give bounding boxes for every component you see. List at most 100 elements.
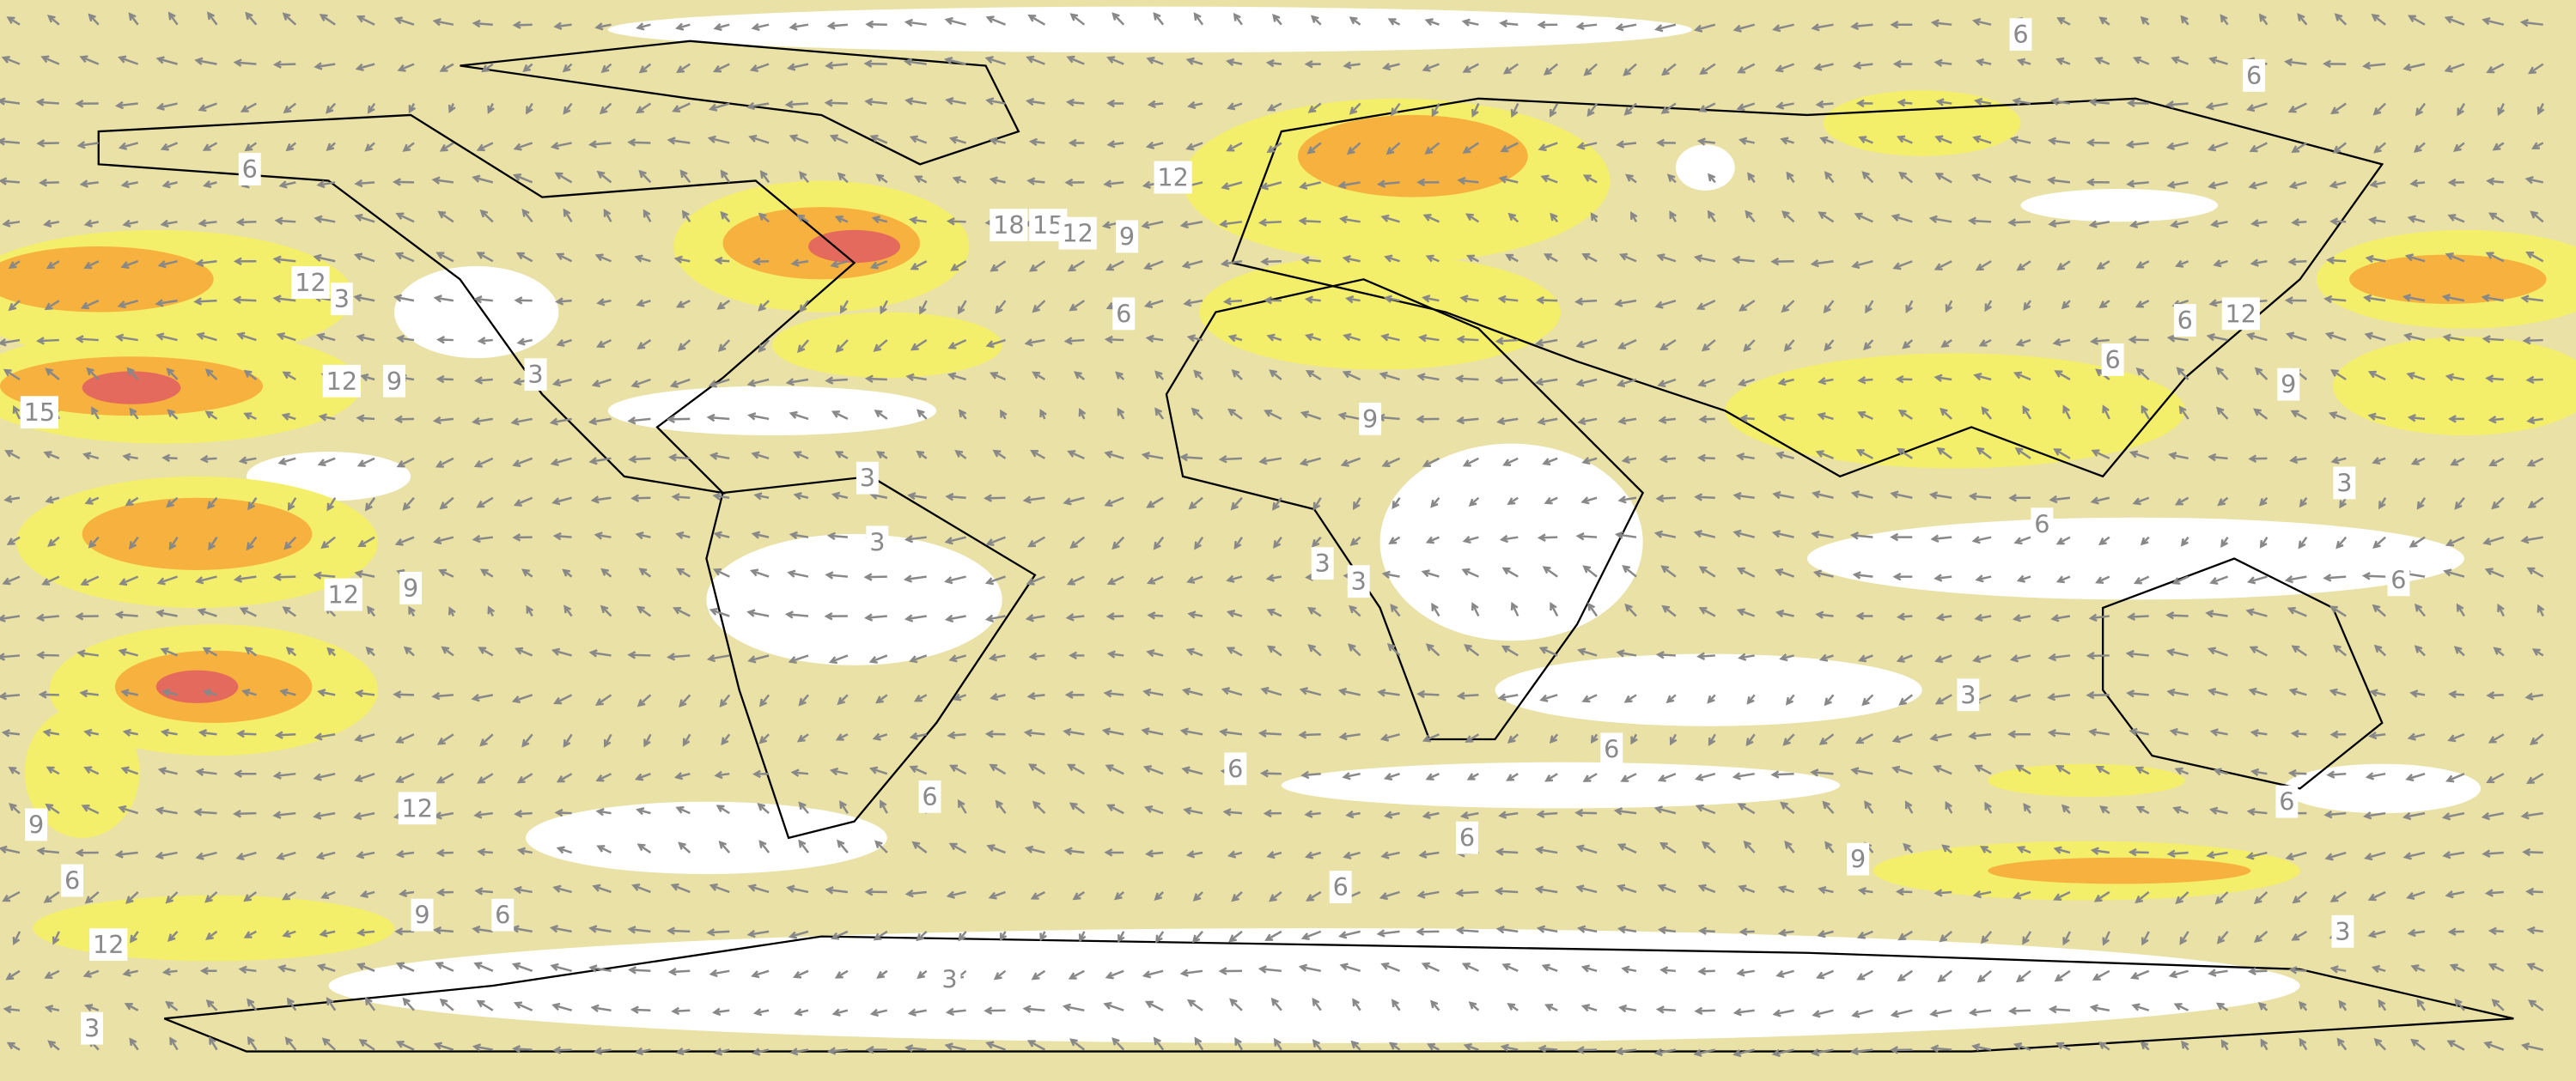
wind-arrow <box>1187 610 1203 619</box>
wind-arrow <box>990 260 1007 272</box>
wind-arrow <box>2168 969 2189 979</box>
wind-arrow <box>1698 102 1716 112</box>
wind-arrow <box>1576 925 1598 933</box>
wind-arrow <box>2367 216 2386 225</box>
wind-arrow <box>871 216 888 224</box>
label-background <box>383 364 405 398</box>
wind-arrow <box>435 962 454 972</box>
wind-arrow <box>2061 300 2071 310</box>
wind-arrow <box>746 929 770 938</box>
wind-arrow <box>1575 338 1598 349</box>
wind-arrow <box>2364 851 2386 861</box>
wind-arrow <box>588 925 612 933</box>
wind-arrow <box>958 931 967 942</box>
wind-arrow <box>746 101 770 111</box>
wind-arrow <box>118 647 138 657</box>
wind-arrow <box>945 492 966 501</box>
wind-arrow <box>354 179 375 188</box>
wind-arrow <box>129 536 139 550</box>
wind-arrow <box>759 170 770 184</box>
wind-arrow <box>208 536 218 551</box>
wind-arrow <box>1299 181 1322 191</box>
wind-arrow <box>1577 416 1598 426</box>
wind-arrow <box>395 212 415 223</box>
wind-arrow <box>2171 56 2189 65</box>
wind-arrow <box>638 169 652 184</box>
wind-arrow <box>1858 136 1873 144</box>
wind-arrow <box>86 367 100 380</box>
wind-arrow <box>1590 212 1599 222</box>
wind-arrow <box>1272 13 1282 26</box>
wind-arrow <box>1777 885 1794 894</box>
wind-arrow <box>829 134 849 144</box>
wind-arrow <box>2409 179 2426 188</box>
wind-arrow <box>44 300 60 311</box>
wind-arrow <box>2140 1041 2150 1051</box>
label-background <box>2173 304 2196 337</box>
wind-arrow <box>790 258 809 267</box>
wind-arrow <box>1030 890 1045 900</box>
wind-arrow <box>1745 733 1756 747</box>
wind-arrow <box>2173 1003 2189 1011</box>
contour-label: 3 <box>2336 468 2352 497</box>
wind-arrow <box>2291 645 2308 657</box>
wind-arrow <box>669 378 691 388</box>
wind-arrow <box>1185 57 1203 65</box>
wind-arrow <box>667 453 691 462</box>
wind-arrow <box>708 378 730 388</box>
wind-arrow <box>953 693 967 701</box>
wind-arrow <box>2054 370 2071 381</box>
wind-arrow <box>356 928 375 937</box>
wind-arrow <box>834 969 849 979</box>
wind-arrow <box>2416 998 2427 1011</box>
wind-arrow <box>876 969 888 979</box>
wind-arrow <box>1266 142 1282 154</box>
label-background <box>524 358 547 392</box>
wind-arrow <box>2522 336 2543 345</box>
wind-arrow <box>1972 135 1992 144</box>
wind-arrow <box>232 809 257 818</box>
wind-arrow <box>1264 296 1282 305</box>
wind-arrow <box>1771 1048 1794 1058</box>
wind-arrow <box>1934 654 1952 664</box>
wind-arrow <box>281 412 296 421</box>
wind-arrow <box>2209 806 2228 815</box>
wind-arrow <box>2287 606 2307 617</box>
wind-arrow <box>2454 496 2465 510</box>
wind-arrow <box>627 926 651 934</box>
wind-arrow <box>1580 496 1598 505</box>
wind-arrow <box>160 142 179 151</box>
wind-arrow <box>552 1046 572 1054</box>
wind-arrow <box>1379 890 1400 901</box>
wind-arrow <box>1343 61 1361 70</box>
wind-arrow <box>2213 768 2228 776</box>
wind-arrow <box>2007 730 2031 738</box>
wind-arrow <box>274 731 296 739</box>
wind-arrow <box>402 997 415 1011</box>
wind-arrow <box>1905 300 1914 314</box>
wind-arrow <box>2016 846 2031 854</box>
wind-arrow <box>2485 252 2505 263</box>
wind-arrow <box>2324 331 2347 342</box>
wind-arrow <box>355 63 375 72</box>
wind-arrow <box>1539 694 1558 702</box>
wind-arrow <box>1576 142 1598 150</box>
wind-arrow <box>0 338 21 347</box>
wind-arrow <box>1897 98 1913 107</box>
wind-arrow <box>600 568 612 578</box>
wind-arrow <box>2329 965 2347 974</box>
wind-arrow <box>1624 603 1637 617</box>
wind-arrow <box>630 494 651 502</box>
wind-arrow <box>1227 850 1243 859</box>
wind-arrow <box>392 178 415 186</box>
wind-arrow <box>796 733 809 743</box>
wind-arrow <box>1813 63 1834 71</box>
wind-arrow <box>1194 536 1204 550</box>
wind-arrow <box>1455 416 1479 425</box>
wind-arrow <box>1026 177 1045 185</box>
wind-arrow <box>38 690 59 699</box>
wind-arrow <box>240 102 257 112</box>
wind-arrow <box>2047 692 2071 701</box>
wind-arrow <box>2413 142 2426 154</box>
wind-arrow <box>2250 258 2268 267</box>
